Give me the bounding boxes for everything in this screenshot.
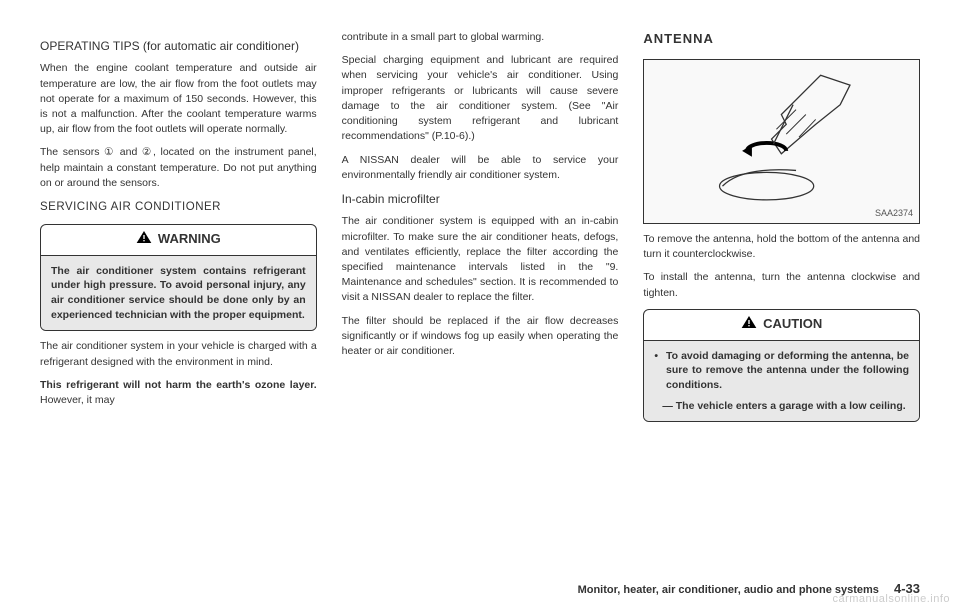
col2-p5: The filter should be replaced if the air… (342, 314, 619, 360)
column-3: ANTENNA SAA2374 To remove the antenna, h… (643, 30, 920, 570)
refrigerant-bold: This refrigerant will not harm the earth… (40, 379, 317, 391)
watermark: carmanualsonline.info (832, 593, 950, 605)
caution-triangle-icon (741, 315, 757, 335)
figure-label: SAA2374 (875, 207, 913, 220)
caution-label: CAUTION (763, 315, 822, 334)
servicing-p2: This refrigerant will not harm the earth… (40, 378, 317, 408)
col2-p2: Special charging equipment and lubricant… (342, 53, 619, 144)
operating-tips-heading: OPERATING TIPS (for automatic air condit… (40, 38, 317, 55)
antenna-heading: ANTENNA (643, 30, 920, 49)
microfilter-heading: In-cabin microfilter (342, 191, 619, 208)
warning-header: WARNING (41, 225, 316, 256)
antenna-p2: To install the antenna, turn the antenna… (643, 270, 920, 300)
servicing-heading: SERVICING AIR CONDITIONER (40, 199, 317, 216)
antenna-figure: SAA2374 (643, 59, 920, 224)
warning-triangle-icon (136, 230, 152, 250)
page-columns: OPERATING TIPS (for automatic air condit… (40, 30, 920, 570)
antenna-illustration-icon (644, 60, 919, 223)
bullet-dot-icon: • (654, 349, 658, 393)
caution-dash-1: — The vehicle enters a garage with a low… (654, 399, 909, 414)
caution-bullet-1-text: To avoid damaging or deforming the anten… (666, 349, 909, 393)
warning-body: The air conditioner system contains refr… (41, 256, 316, 331)
caution-bullet-1: • To avoid damaging or deforming the ant… (654, 349, 909, 393)
warning-label: WARNING (158, 230, 221, 249)
warning-box: WARNING The air conditioner system conta… (40, 224, 317, 332)
column-2: contribute in a small part to global war… (342, 30, 619, 570)
operating-tips-p1: When the engine coolant temperature and … (40, 61, 317, 137)
caution-header: CAUTION (644, 310, 919, 341)
antenna-p1: To remove the antenna, hold the bottom o… (643, 232, 920, 262)
caution-body: • To avoid damaging or deforming the ant… (644, 341, 919, 422)
col2-p4: The air conditioner system is equipped w… (342, 214, 619, 305)
operating-tips-p2: The sensors ① and ②, located on the inst… (40, 145, 317, 191)
caution-box: CAUTION • To avoid damaging or deforming… (643, 309, 920, 423)
column-1: OPERATING TIPS (for automatic air condit… (40, 30, 317, 570)
col2-p1: contribute in a small part to global war… (342, 30, 619, 45)
col2-p3: A NISSAN dealer will be able to service … (342, 153, 619, 183)
servicing-p1: The air conditioner system in your vehic… (40, 339, 317, 369)
refrigerant-tail: However, it may (40, 394, 115, 406)
